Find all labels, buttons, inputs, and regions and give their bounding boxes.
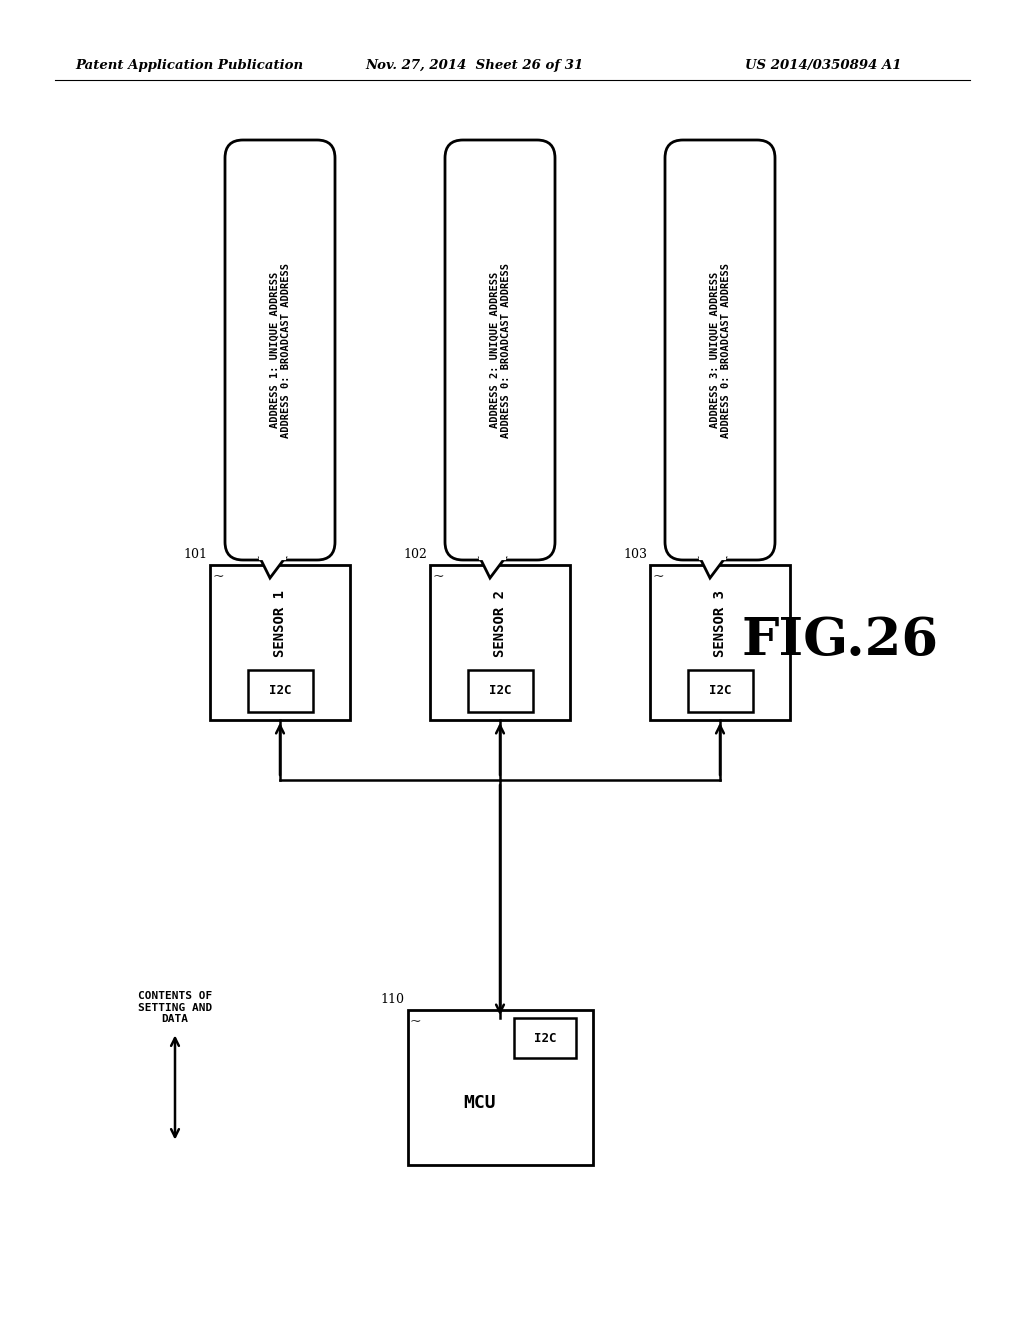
Text: I2C: I2C <box>488 685 511 697</box>
Bar <box>248 671 312 711</box>
Text: ~: ~ <box>652 570 664 583</box>
Polygon shape <box>700 558 725 578</box>
FancyBboxPatch shape <box>665 140 775 560</box>
Bar <box>514 1018 575 1059</box>
Text: I2C: I2C <box>709 685 731 697</box>
Text: MCU: MCU <box>464 1094 497 1111</box>
Text: ADDRESS 2: UNIQUE ADDRESS
ADDRESS 0: BROADCAST ADDRESS: ADDRESS 2: UNIQUE ADDRESS ADDRESS 0: BRO… <box>489 263 511 437</box>
FancyBboxPatch shape <box>225 140 335 560</box>
Text: FIG.26: FIG.26 <box>741 615 939 665</box>
Polygon shape <box>480 558 505 578</box>
Text: 101: 101 <box>183 548 207 561</box>
Text: I2C: I2C <box>534 1031 556 1044</box>
Text: ~: ~ <box>432 570 443 583</box>
Bar <box>408 1010 593 1166</box>
Text: I2C: I2C <box>268 685 291 697</box>
Text: 103: 103 <box>623 548 647 561</box>
Text: ~: ~ <box>212 570 223 583</box>
FancyBboxPatch shape <box>445 140 555 560</box>
Text: ADDRESS 1: UNIQUE ADDRESS
ADDRESS 0: BROADCAST ADDRESS: ADDRESS 1: UNIQUE ADDRESS ADDRESS 0: BRO… <box>269 263 291 437</box>
Text: SENSOR 3: SENSOR 3 <box>713 590 727 657</box>
Bar <box>430 565 570 719</box>
Text: SENSOR 1: SENSOR 1 <box>273 590 287 657</box>
Bar <box>650 565 790 719</box>
Text: US 2014/0350894 A1: US 2014/0350894 A1 <box>745 58 901 71</box>
Text: 102: 102 <box>403 548 427 561</box>
Text: 110: 110 <box>381 993 404 1006</box>
Bar <box>687 671 753 711</box>
Text: SENSOR 2: SENSOR 2 <box>493 590 507 657</box>
Bar <box>468 671 532 711</box>
Text: CONTENTS OF
SETTING AND
DATA: CONTENTS OF SETTING AND DATA <box>138 991 212 1024</box>
Bar <box>210 565 350 719</box>
Text: ADDRESS 3: UNIQUE ADDRESS
ADDRESS 0: BROADCAST ADDRESS: ADDRESS 3: UNIQUE ADDRESS ADDRESS 0: BRO… <box>710 263 731 437</box>
Text: Patent Application Publication: Patent Application Publication <box>75 58 303 71</box>
Text: Nov. 27, 2014  Sheet 26 of 31: Nov. 27, 2014 Sheet 26 of 31 <box>365 58 584 71</box>
Text: ~: ~ <box>410 1015 421 1030</box>
Polygon shape <box>260 558 285 578</box>
